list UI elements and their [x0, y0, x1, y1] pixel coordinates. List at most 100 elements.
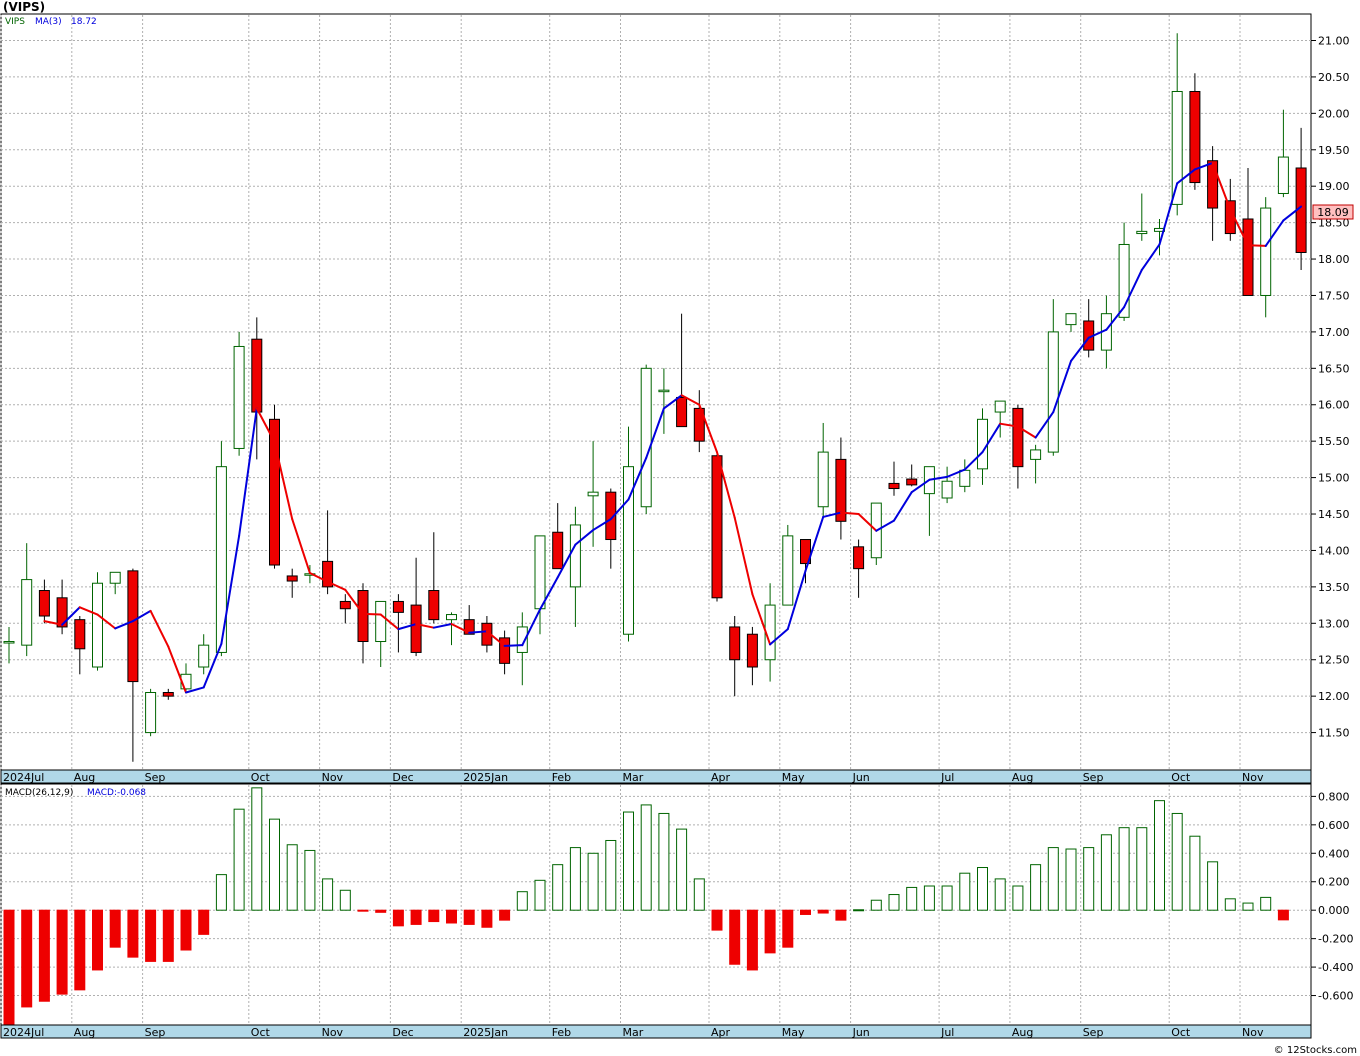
candle: [693, 390, 705, 453]
ma-segment: [255, 407, 276, 443]
candle: [552, 503, 564, 570]
macd-bar: [1100, 834, 1112, 911]
x-tick-label: Aug: [74, 771, 95, 784]
x-tick-label: Aug: [1012, 771, 1033, 784]
macd-bar: [870, 899, 882, 911]
y-tick-label: 17.50: [1318, 289, 1350, 302]
x-tick-label: 2025Jan: [463, 771, 508, 784]
ma-segment: [662, 394, 683, 410]
candle-body: [994, 400, 1006, 413]
macd-bar: [410, 909, 422, 925]
candle: [1136, 193, 1148, 241]
ma-segment: [149, 609, 170, 648]
macd-bar: [322, 878, 334, 911]
candle: [109, 571, 121, 595]
ma-segment: [804, 515, 825, 572]
ma-segment: [202, 642, 223, 689]
ma-segment: [1229, 208, 1249, 247]
candle: [1030, 444, 1042, 484]
ma-segment: [1247, 244, 1267, 247]
ma-segment: [716, 451, 736, 519]
macd-bar: [375, 909, 387, 913]
macd-bar: [1118, 827, 1130, 911]
candle-body: [198, 644, 210, 668]
candle: [339, 594, 351, 624]
ma-segment: [1016, 425, 1037, 439]
ma-segment: [450, 623, 471, 634]
y-tick-label: 14.50: [1318, 508, 1350, 521]
candle: [623, 426, 634, 642]
candle: [835, 437, 847, 540]
ma-segment: [910, 478, 931, 494]
candle-body: [375, 600, 387, 643]
macd-bar: [1030, 864, 1042, 911]
candle: [162, 688, 174, 700]
y-tick-label: 13.50: [1318, 581, 1350, 594]
macd-bar: [746, 909, 758, 971]
candle: [516, 612, 528, 686]
ma-segment: [468, 630, 488, 634]
candle-body: [269, 418, 280, 566]
macd-bar: [782, 909, 794, 948]
ma-segment: [1052, 360, 1072, 414]
candle-body: [658, 389, 670, 393]
macd-bar: [1277, 909, 1289, 921]
macd-bar: [994, 878, 1006, 911]
date-band-top: [0, 769, 1312, 784]
macd-bar: [923, 885, 935, 911]
candle-body: [906, 478, 918, 486]
candle: [286, 568, 298, 598]
macd-bar: [1260, 896, 1272, 911]
y-tick-label: 14.00: [1318, 544, 1350, 557]
macd-bar: [215, 874, 227, 911]
candle-body: [38, 590, 50, 617]
ma-segment: [928, 475, 949, 481]
ma-segment: [751, 593, 772, 646]
y-tick-label: 0.800: [1318, 790, 1350, 803]
candle: [74, 616, 86, 675]
macd-bar: [3, 909, 15, 1036]
ma-segment: [539, 576, 559, 611]
ma-segment: [574, 529, 595, 546]
macd-bar: [74, 909, 86, 991]
x-tick-label: Aug: [74, 1026, 95, 1039]
macd-bar: [941, 885, 953, 911]
macd-bar: [959, 872, 971, 911]
x-tick-label: Jun: [852, 1026, 870, 1039]
candle: [1260, 197, 1272, 318]
candle: [782, 524, 794, 606]
macd-bar: [587, 852, 599, 911]
y-tick-label: 17.00: [1318, 326, 1350, 339]
ma-segment: [344, 588, 364, 615]
macd-bar: [764, 909, 776, 954]
price-panel: [0, 13, 1312, 771]
candle: [1065, 313, 1077, 332]
macd-bar: [623, 811, 634, 911]
ma-segment: [981, 422, 1002, 454]
candle-body: [959, 469, 971, 487]
x-tick-label: Feb: [552, 1026, 571, 1039]
date-axis-bottom: 2024Jul Aug Sep Oct Nov Dec 2025Jan Feb Mar Apr Ma…: [3, 1026, 1264, 1039]
ma-segment: [415, 623, 435, 629]
candle: [1277, 109, 1289, 198]
macd-bar: [516, 891, 528, 911]
x-tick-label: Oct: [1171, 771, 1191, 784]
candle: [21, 543, 33, 657]
macd-legend-value: MACD:-0.068: [87, 788, 146, 798]
macd-bar: [180, 909, 192, 951]
candle: [322, 510, 334, 595]
ma-segment: [893, 491, 913, 522]
macd-bar: [693, 878, 705, 911]
y-tick-label: 12.00: [1318, 690, 1350, 703]
macd-bar: [109, 909, 121, 948]
candle-body: [1065, 313, 1077, 326]
candle: [38, 579, 50, 624]
macd-bar: [853, 909, 865, 912]
candle-body: [800, 539, 811, 565]
y-tick-label: 15.50: [1318, 435, 1350, 448]
x-tick-label: Sep: [1083, 1026, 1104, 1039]
candle-body: [534, 535, 546, 610]
y-tick-label: 15.00: [1318, 472, 1350, 485]
y-tick-label: 16.50: [1318, 362, 1350, 375]
macd-bar: [286, 844, 298, 911]
